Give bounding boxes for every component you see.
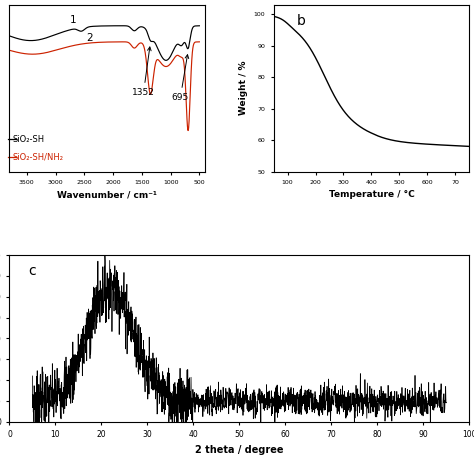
Text: c: c [28, 264, 36, 278]
Text: 695: 695 [172, 55, 189, 102]
Text: SiO₂-SH: SiO₂-SH [12, 135, 45, 144]
X-axis label: Wavenumber / cm⁻¹: Wavenumber / cm⁻¹ [57, 191, 157, 200]
X-axis label: Temperature / °C: Temperature / °C [328, 191, 414, 200]
Text: 1: 1 [70, 15, 76, 25]
X-axis label: 2 theta / degree: 2 theta / degree [195, 445, 283, 455]
Text: b: b [297, 14, 306, 28]
Text: 1352: 1352 [132, 47, 155, 97]
Y-axis label: Weight / %: Weight / % [239, 61, 248, 115]
Text: SiO₂-SH/NH₂: SiO₂-SH/NH₂ [12, 152, 64, 161]
Text: 2: 2 [87, 33, 93, 43]
